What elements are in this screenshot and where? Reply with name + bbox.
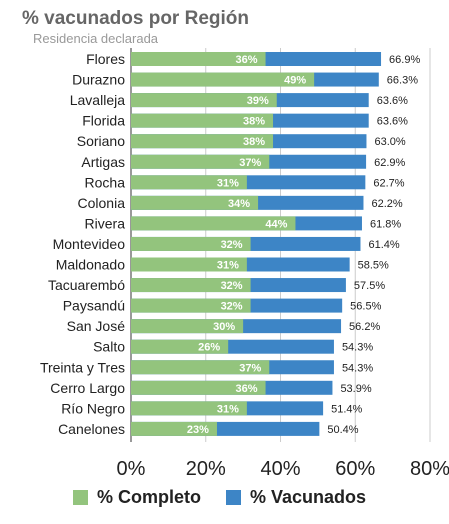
bar-completo — [131, 93, 277, 108]
bar-completo — [131, 195, 259, 210]
bar-completo — [131, 339, 229, 354]
data-label-completo: 44% — [265, 218, 287, 230]
x-tick-label-0: 0% — [117, 458, 146, 480]
data-label-completo: 26% — [198, 342, 220, 354]
legend-item-completo: % Completo — [73, 487, 201, 508]
data-label-completo: 39% — [247, 95, 269, 107]
bar-completo — [131, 421, 217, 436]
bar-completo — [131, 236, 251, 251]
category-label: Artigas — [81, 154, 125, 170]
bar-completo — [131, 175, 247, 190]
data-label-vacunados: 54.3% — [342, 342, 373, 354]
legend-label-vacunados: % Vacunados — [250, 487, 367, 507]
legend-swatch-vacunados — [226, 490, 242, 505]
data-label-completo: 23% — [187, 424, 209, 436]
bar-completo — [131, 52, 266, 66]
bar-completo — [131, 154, 270, 169]
data-label-completo: 31% — [217, 177, 239, 189]
data-label-vacunados: 63.0% — [374, 136, 405, 148]
data-label-vacunados: 66.9% — [389, 54, 420, 66]
data-label-vacunados: 66.3% — [387, 75, 418, 87]
data-label-completo: 37% — [239, 157, 261, 169]
category-label: Rocha — [85, 174, 126, 190]
data-label-vacunados: 57.5% — [354, 280, 385, 292]
bar-completo — [131, 216, 296, 231]
category-label: Durazno — [72, 72, 125, 88]
category-label: Rivera — [85, 215, 126, 231]
data-label-completo: 49% — [284, 75, 306, 87]
bar-completo — [131, 298, 251, 313]
data-label-vacunados: 56.5% — [350, 301, 381, 313]
data-label-vacunados: 62.9% — [374, 157, 405, 169]
data-label-completo: 38% — [243, 136, 265, 148]
data-label-vacunados: 61.8% — [370, 218, 401, 230]
data-label-completo: 31% — [217, 403, 239, 415]
category-label: Soriano — [77, 133, 125, 149]
bar-completo — [131, 72, 315, 87]
data-label-vacunados: 61.4% — [368, 239, 399, 251]
category-label: Lavalleja — [70, 92, 125, 108]
category-label: Florida — [82, 113, 125, 129]
data-label-completo: 34% — [228, 198, 250, 210]
data-label-vacunados: 62.2% — [371, 198, 402, 210]
category-label: Salto — [93, 339, 125, 355]
data-label-vacunados: 63.6% — [377, 95, 408, 107]
bar-completo — [131, 380, 266, 395]
category-label: Cerro Largo — [50, 380, 125, 396]
data-label-completo: 32% — [221, 280, 243, 292]
bar-completo — [131, 257, 247, 272]
legend-label-completo: % Completo — [97, 487, 202, 507]
data-label-completo: 32% — [221, 301, 243, 313]
legend-item-vacunados: % Vacunados — [226, 487, 366, 508]
data-label-vacunados: 58.5% — [358, 260, 389, 272]
chart-title: % vacunados por Región — [22, 8, 249, 29]
legend-swatch-completo — [73, 490, 88, 505]
data-label-vacunados: 63.6% — [377, 116, 408, 128]
category-label: San José — [67, 318, 126, 334]
bar-completo — [131, 401, 247, 416]
data-label-vacunados: 53.9% — [340, 383, 371, 395]
chart-plot-area: 0% 20% 40% 60% 80% Flores 36% 66.9% Durazno 49% 66… — [40, 48, 449, 480]
data-label-vacunados: 54.3% — [342, 362, 373, 374]
category-label: Tacuarembó — [48, 277, 125, 293]
bar-completo — [131, 319, 244, 334]
data-label-completo: 37% — [239, 362, 261, 374]
x-tick-label-3: 60% — [335, 458, 375, 480]
data-label-completo: 32% — [221, 239, 243, 251]
data-label-vacunados: 51.4% — [331, 403, 362, 415]
data-label-completo: 31% — [217, 260, 239, 272]
data-label-completo: 36% — [236, 383, 258, 395]
bar-completo — [131, 134, 274, 149]
data-label-vacunados: 62.7% — [373, 177, 404, 189]
category-label: Canelones — [58, 421, 125, 437]
bar-completo — [131, 360, 270, 375]
category-label: Treinta y Tres — [40, 359, 125, 375]
category-label: Maldonado — [56, 257, 125, 273]
data-label-vacunados: 56.2% — [349, 321, 380, 333]
bar-completo — [131, 278, 251, 293]
x-tick-label-4: 80% — [410, 458, 449, 480]
data-label-completo: 30% — [213, 321, 235, 333]
chart-subtitle: Residencia declarada — [33, 31, 159, 46]
legend: % Completo % Vacunados — [73, 487, 391, 508]
category-label: Flores — [86, 51, 125, 67]
bar-completo — [131, 113, 274, 128]
data-label-vacunados: 50.4% — [327, 424, 358, 436]
x-tick-label-2: 40% — [260, 458, 300, 480]
category-label: Río Negro — [61, 400, 125, 416]
category-label: Paysandú — [63, 298, 125, 314]
x-tick-label-1: 20% — [186, 458, 226, 480]
data-label-completo: 36% — [236, 54, 258, 66]
category-label: Colonia — [78, 195, 126, 211]
data-label-completo: 38% — [243, 116, 265, 128]
category-label: Montevideo — [53, 236, 126, 252]
